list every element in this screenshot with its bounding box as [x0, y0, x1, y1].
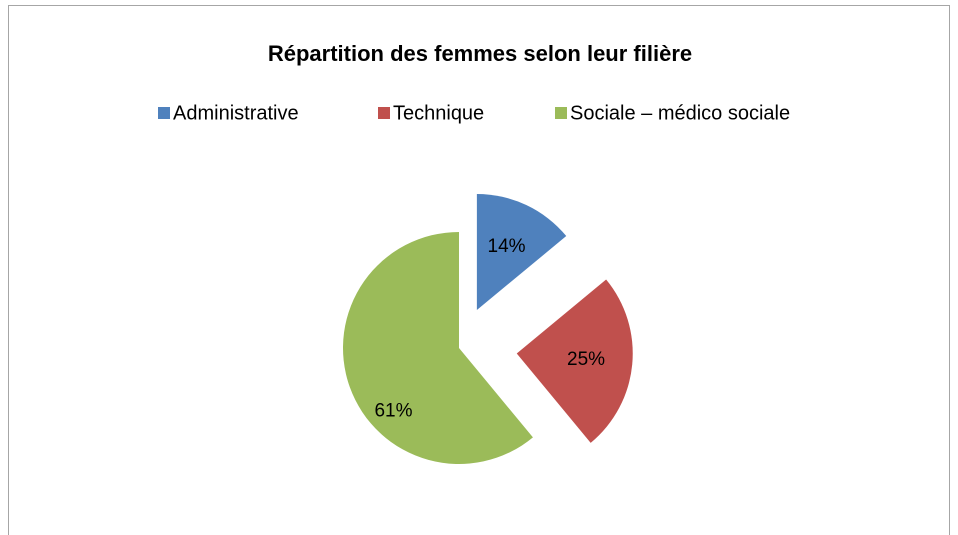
- data-label: 14%: [488, 236, 526, 257]
- legend-label: Sociale – médico sociale: [570, 102, 790, 124]
- chart-title: Répartition des femmes selon leur filièr…: [268, 41, 692, 66]
- legend-swatch: [378, 107, 390, 119]
- pie-slice: [476, 193, 567, 310]
- legend-swatch: [555, 107, 567, 119]
- pie-slice: [343, 232, 533, 464]
- legend-swatch: [158, 107, 170, 119]
- pie-slice: [516, 279, 633, 443]
- data-label: 25%: [567, 349, 605, 370]
- data-label: 61%: [374, 401, 412, 422]
- legend-label: Administrative: [173, 102, 299, 124]
- legend-label: Technique: [393, 102, 484, 124]
- chart-border: [8, 5, 950, 535]
